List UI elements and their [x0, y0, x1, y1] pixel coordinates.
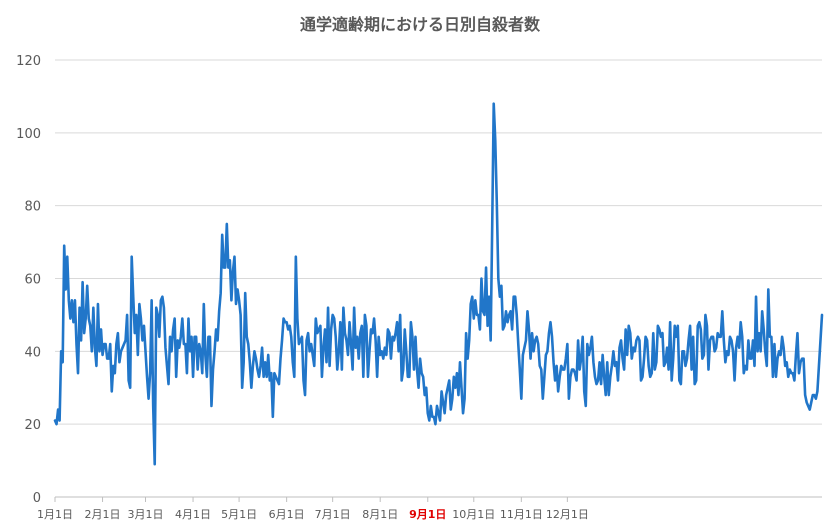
y-tick-label: 40 — [24, 345, 41, 360]
x-tick-label: 12月1日 — [546, 508, 589, 521]
x-tick-label: 8月1日 — [362, 508, 398, 521]
x-tick-label: 1月1日 — [37, 508, 73, 521]
x-tick-label: 3月1日 — [128, 508, 164, 521]
x-tick-label: 10月1日 — [452, 508, 495, 521]
series-layer — [53, 102, 824, 466]
series-line — [53, 102, 824, 466]
x-tick-label: 7月1日 — [315, 508, 351, 521]
x-tick-label: 6月1日 — [269, 508, 305, 521]
x-tick-label: 4月1日 — [175, 508, 211, 521]
x-axis-ticks: 1月1日 2月1日 3月1日 4月1日 5月1日 6月1日 7月1日 8月1日 9月1日 10月1… — [37, 497, 589, 521]
grid-layer — [55, 59, 822, 498]
y-tick-label: 100 — [16, 127, 41, 142]
chart-title: 通学適齢期における日別自殺者数 — [300, 15, 541, 34]
x-tick-label: 11月1日 — [500, 508, 543, 521]
y-tick-label: 60 — [24, 273, 41, 288]
y-tick-label: 80 — [24, 200, 41, 215]
x-tick-label: 5月1日 — [221, 508, 257, 521]
x-tick-label-highlighted: 9月1日 — [409, 508, 446, 521]
y-tick-label: 120 — [16, 54, 41, 69]
y-tick-label: 20 — [24, 418, 41, 433]
x-tick-label: 2月1日 — [85, 508, 121, 521]
y-tick-label: 0 — [33, 491, 41, 506]
y-axis-ticks: 0 20 40 60 80 100 120 — [16, 54, 41, 506]
